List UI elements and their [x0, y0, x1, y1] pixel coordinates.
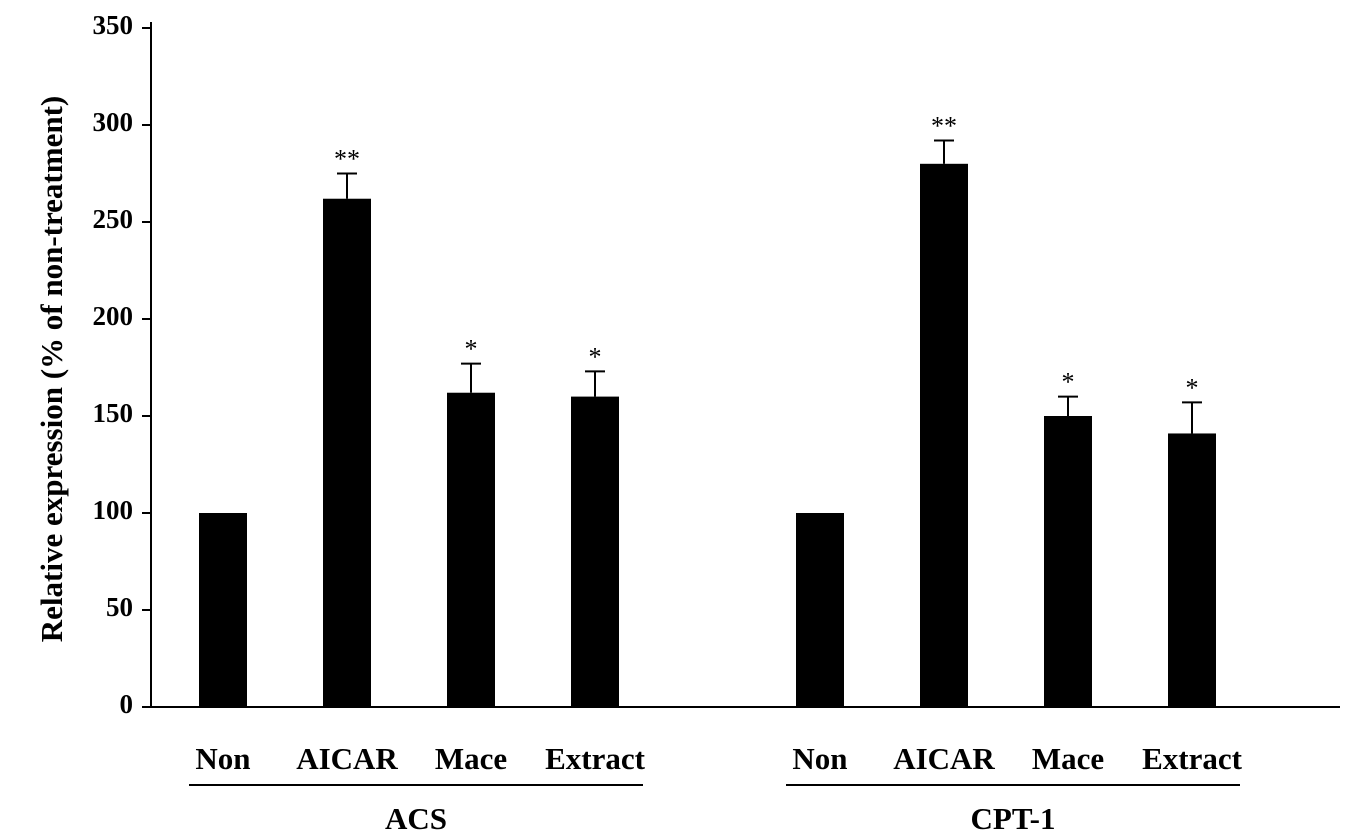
category-label: Mace — [1032, 741, 1104, 776]
axes — [150, 22, 1340, 708]
y-tick-label: 350 — [93, 10, 134, 40]
significance-label: ** — [334, 145, 360, 174]
y-axis-ticks: 0 50 100 150 200 250 300 350 — [93, 10, 151, 719]
significance-label: * — [1186, 373, 1199, 402]
bar — [323, 198, 371, 707]
significance-label: * — [589, 342, 602, 371]
category-label: AICAR — [296, 741, 398, 776]
category-label: AICAR — [893, 741, 995, 776]
y-axis-label: Relative expression (% of non-treatment) — [34, 96, 69, 642]
category-label: Non — [792, 741, 847, 776]
bar — [1168, 433, 1216, 707]
category-label: Non — [195, 741, 250, 776]
category-label: Extract — [1142, 741, 1243, 776]
group-label: ACS — [385, 801, 447, 836]
bar — [1044, 416, 1092, 707]
bar — [796, 513, 844, 707]
y-tick-label: 50 — [106, 592, 133, 622]
y-tick-label: 300 — [93, 107, 134, 137]
y-axis-label-group: Relative expression (% of non-treatment) — [34, 96, 69, 642]
y-tick-label: 100 — [93, 495, 134, 525]
bars: *** **** * — [199, 112, 1216, 708]
y-tick-label: 250 — [93, 204, 134, 234]
bar — [447, 392, 495, 707]
y-tick-label: 200 — [93, 301, 134, 331]
significance-label: * — [1062, 368, 1075, 397]
category-label: Mace — [435, 741, 507, 776]
significance-label: * — [465, 335, 478, 364]
y-tick-label: 0 — [120, 689, 134, 719]
x-axis-labels: Non AICAR Mace Extract ACS Non AICAR Mace Extrac… — [189, 741, 1243, 836]
bar — [920, 163, 968, 708]
bar — [199, 513, 247, 707]
bar — [571, 396, 619, 707]
y-tick-label: 150 — [93, 398, 134, 428]
category-label: Extract — [545, 741, 646, 776]
significance-label: ** — [931, 112, 957, 141]
group-label: CPT-1 — [971, 801, 1056, 836]
